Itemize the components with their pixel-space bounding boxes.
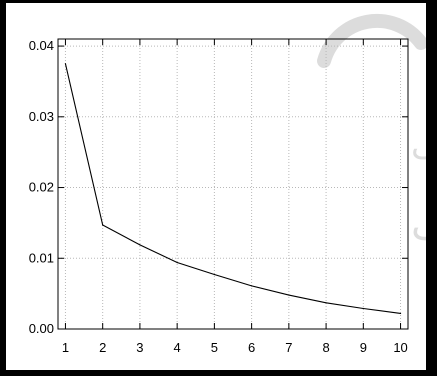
x-tick-label: 6 [248,340,255,355]
data-point [176,261,178,264]
watermark-arc [317,13,426,68]
y-tick-label: 0.02 [29,180,54,195]
data-point [399,312,402,315]
axes [57,38,409,330]
y-tick-label: 0.04 [29,38,54,53]
x-tick-label: 1 [62,340,69,355]
x-tick-label: 8 [322,340,329,355]
y-tick-labels: 0.00 0.01 0.02 0.03 0.04 [29,38,54,336]
x-tick-label: 10 [393,340,407,355]
data-point [139,244,141,246]
data-point [362,307,364,310]
data-point [64,63,67,65]
watermark-text-line1: ومطالعات فرهنگی [411,124,426,164]
chart-frame: ومطالعات فرهنگی علوم انسانی 12345678910 … [6,3,426,370]
line-chart: ومطالعات فرهنگی علوم انسانی 12345678910 … [29,13,426,355]
x-tick-label: 7 [285,340,292,355]
series-layer [64,63,402,315]
data-point [251,285,253,287]
x-tick-label: 2 [99,340,106,355]
data-point [102,224,104,226]
data-point [213,273,215,276]
y-tick-label: 0.03 [29,109,54,124]
series-line [64,63,401,314]
watermark-text-line2: علوم انسانی [411,199,426,245]
x-tick-labels: 1 2 3 4 5 6 7 8 9 10 [62,340,408,355]
plot-border [57,38,409,330]
x-tick-label: 9 [360,340,367,355]
data-point [288,294,290,296]
x-tick-label: 4 [174,340,181,355]
grid [58,39,408,330]
y-tick-label: 0.01 [29,250,54,265]
data-point [325,302,327,304]
x-tick-label: 5 [211,340,218,355]
x-tick-label: 3 [136,340,143,355]
watermark: ومطالعات فرهنگی علوم انسانی [317,13,426,245]
y-tick-label: 0.00 [29,321,54,336]
